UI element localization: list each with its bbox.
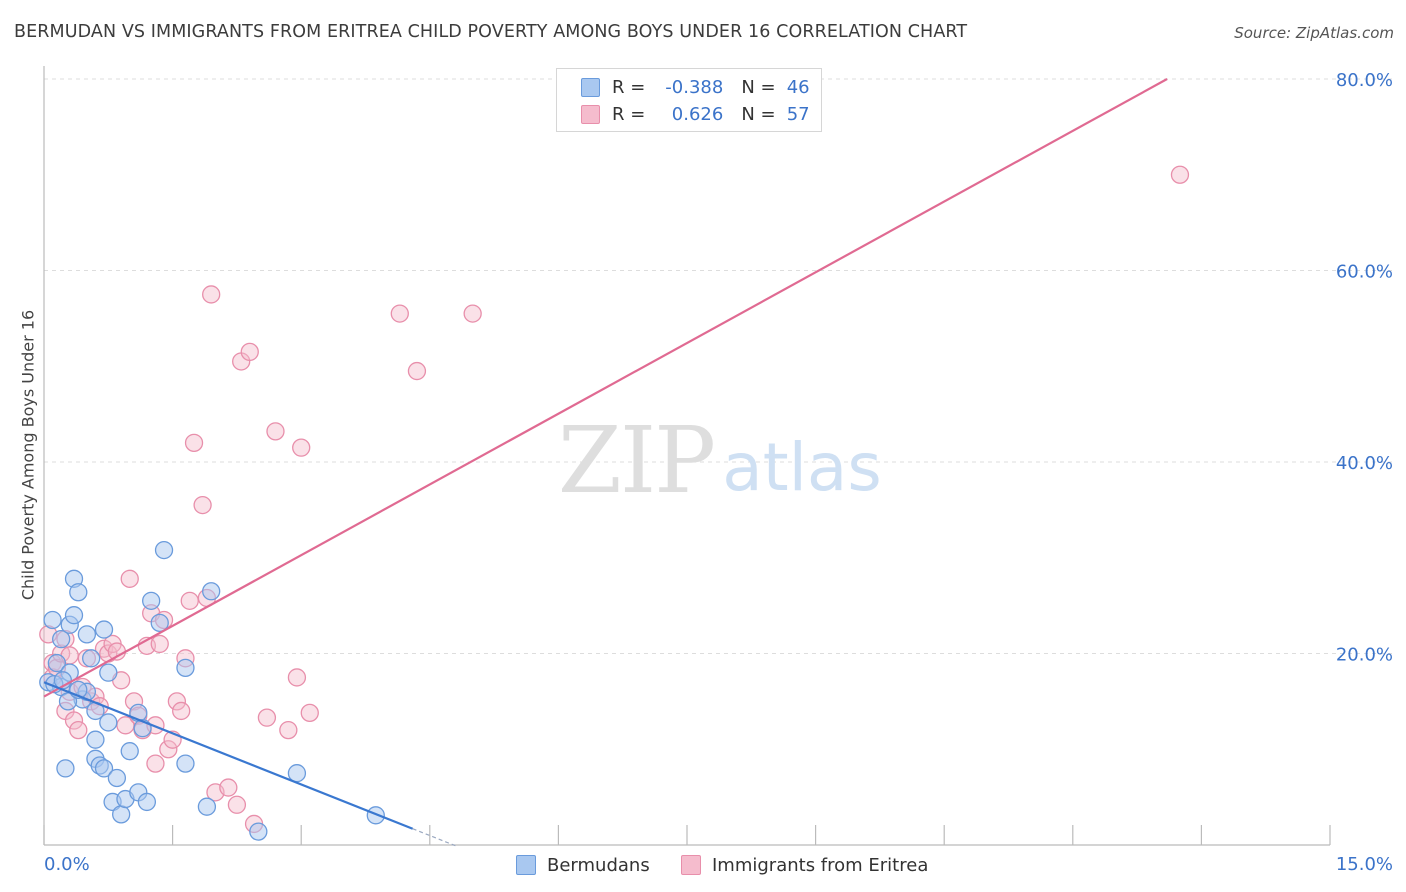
eritrea-point [184,433,204,453]
legend-row-eritrea: R = 0.626 N = 57 [581,102,810,126]
eritrea-point [159,740,178,759]
watermark: ZIP atlas [558,407,882,514]
bermudans-point [94,620,114,639]
bermudans-point [120,742,139,761]
bermudans-point [99,713,118,732]
eritrea-point [146,754,165,773]
legend-swatch-pink [581,104,600,124]
chart-title: BERMUDAN VS IMMIGRANTS FROM ERITREA CHIL… [14,22,968,42]
axis-layer [43,66,1331,846]
legend-n-value: 57 [786,103,810,125]
legend-r-label: R = [612,103,646,125]
bermudans-point [43,610,62,630]
legend-swatch-eritrea [681,855,701,875]
bermudans-point [69,583,88,602]
y-tick-label: 80.0% [1336,70,1393,91]
legend-item-bermudans: Bermudans [516,852,650,878]
legend-label-eritrea: Immigrants from Eritrea [712,854,929,876]
legend-swatch-bermudans [516,855,536,875]
bermudans-point [176,754,195,773]
bermudans-point [82,649,101,668]
eritrea-point [300,703,319,723]
legend-r-value: -0.388 [665,76,724,98]
legend-n-label: N = [741,103,776,125]
bermudans-point [197,797,217,816]
eritrea-point [227,795,247,814]
eritrea-point [292,438,311,457]
bermudans-point [107,768,127,788]
y-tick-label: 60.0% [1336,262,1393,283]
y-tick-label: 40.0% [1336,453,1393,474]
legend-r-label: R = [612,76,646,98]
bermudans-point [94,759,114,778]
bermudans-point [112,805,131,824]
eritrea-point [202,285,221,304]
correlation-legend: R = -0.388 N = 46 R = 0.626 N = 57 [556,68,822,132]
bermudans-point [51,629,71,649]
bermudans-point [154,540,174,560]
eritrea-point [150,634,169,654]
eritrea-point [287,668,307,687]
watermark-zip: ZIP [558,407,714,514]
eritrea-point [240,342,259,362]
y-tick-label: 20.0% [1336,645,1393,666]
bermudans-point [56,759,75,778]
eritrea-point [1170,165,1190,184]
series-bermudans-points [39,540,385,841]
bermudans-point [287,764,307,783]
eritrea-point [463,304,482,323]
bermudans-point [47,653,67,673]
bermudans-point [64,606,84,625]
legend-swatch-blue [581,77,600,97]
bermudans-point [150,613,169,633]
eritrea-point [180,591,199,610]
eritrea-point [407,361,427,381]
eritrea-point [193,495,212,515]
legend-item-eritrea: Immigrants from Eritrea [681,852,928,878]
eritrea-point [257,708,277,727]
eritrea-point [167,692,187,711]
bermudans-point [366,806,385,825]
trend-lines [43,78,1168,847]
legend-label-bermudans: Bermudans [547,854,650,876]
x-tick-label-max: 15.0% [1336,854,1393,875]
legend-r-value: 0.626 [671,103,724,125]
eritrea-point [390,304,409,323]
legend-n-label: N = [741,76,776,98]
bermudans-point [86,730,105,749]
eritrea-trend-line [43,78,1168,698]
eritrea-point [120,569,139,588]
tick-labels: 20.0% 40.0% 60.0% 80.0% 0.0% 15.0% [44,70,1393,875]
source-credit: Source: ZipAtlas.com [1234,24,1394,42]
eritrea-point [266,422,285,441]
bermudans-trend-extension [412,828,456,847]
bermudans-point [137,792,157,812]
eritrea-point [69,720,88,740]
eritrea-point [279,720,298,740]
legend-row-bermudans: R = -0.388 N = 46 [581,75,810,99]
bermudans-point [142,591,161,610]
bermudans-trend-line [43,681,414,830]
watermark-atlas: atlas [722,429,882,506]
eritrea-point [172,701,191,721]
series-legend: Bermudans Immigrants from Eritrea [0,852,1406,878]
bermudans-point [77,625,97,644]
eritrea-point [219,778,238,797]
bermudans-point [202,582,221,601]
x-tick-label-min: 0.0% [44,854,90,875]
eritrea-point [64,711,84,730]
bermudans-point [99,663,118,682]
legend-n-value: 46 [786,76,810,98]
bermudans-point [176,658,195,678]
bermudans-point [249,822,268,841]
